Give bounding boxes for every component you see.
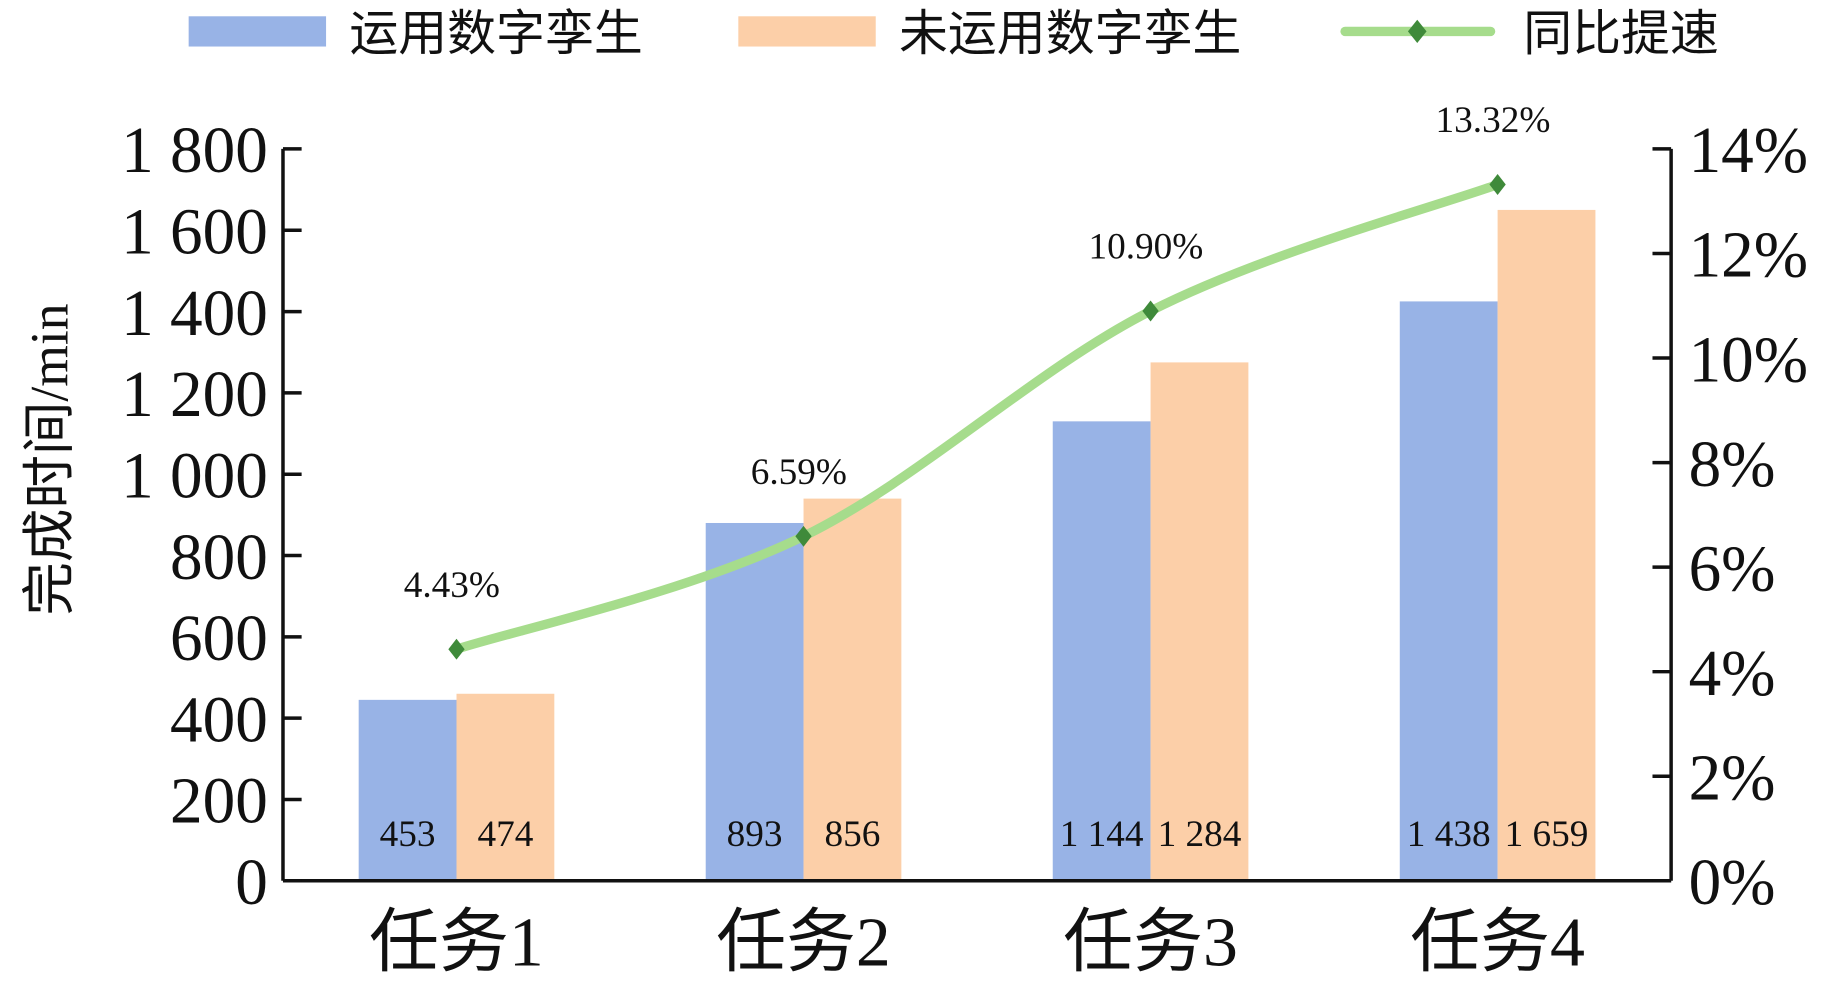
line-data-label: 10.90% [1088, 227, 1203, 268]
legend-swatch-series-1 [188, 16, 327, 47]
line-data-label: 4.43% [404, 565, 500, 606]
y-tick-label-left: 200 [170, 766, 268, 838]
y-tick-label-right: 10% [1689, 324, 1809, 396]
bar-data-label: 1 659 [1505, 814, 1589, 855]
bar-data-label: 1 284 [1158, 814, 1242, 855]
bar-data-label: 1 144 [1060, 814, 1144, 855]
line-marker [1489, 174, 1506, 195]
line-marker [795, 525, 812, 547]
x-tick-label: 任务4 [1410, 905, 1585, 982]
bar-series-1-任务3 [1052, 421, 1151, 881]
y-axis-title: 完成时间/min [20, 304, 80, 616]
y-tick-label-left: 0 [235, 847, 268, 919]
bar-series-1-任务1 [358, 699, 457, 881]
line-series-speedup [451, 179, 1503, 654]
y-tick-label-right: 12% [1689, 220, 1809, 292]
line-marker [448, 638, 465, 660]
bar-data-label: 1 438 [1407, 814, 1491, 855]
x-tick-label: 任务3 [1063, 905, 1238, 982]
legend: 运用数字孪生 未运用数字孪生 同比提速 [188, 6, 1719, 61]
y-tick-label-right: 8% [1689, 429, 1776, 501]
legend-marker-series-3 [1407, 19, 1427, 44]
y-tick-label-left: 1 600 [121, 197, 268, 269]
x-tick-label: 任务1 [369, 905, 544, 982]
bar-series-2-任务4 [1497, 209, 1596, 881]
line-data-label: 6.59% [751, 452, 847, 493]
legend-label-series-1: 运用数字孪生 [349, 6, 642, 61]
bar-series-1-任务4 [1399, 301, 1498, 881]
y-tick-label-right: 6% [1689, 533, 1776, 605]
line-marker [1142, 300, 1159, 322]
y-tick-label-left: 1 800 [121, 115, 268, 187]
bar-data-label: 453 [380, 814, 436, 855]
x-tick-label: 任务2 [716, 905, 891, 982]
bar-data-label: 856 [825, 814, 881, 855]
legend-label-series-3: 同比提速 [1523, 6, 1719, 61]
y-tick-label-right: 0% [1689, 847, 1776, 919]
y-tick-label-right: 4% [1689, 638, 1776, 710]
y-tick-label-right: 2% [1689, 743, 1776, 815]
y-tick-label-left: 400 [170, 684, 268, 756]
bar-series-2-任务1 [456, 693, 555, 881]
bar-data-label: 474 [477, 814, 533, 855]
bar-series-1-任务2 [705, 522, 804, 881]
y-tick-label-left: 800 [170, 522, 268, 594]
legend-swatch-series-2 [738, 16, 876, 47]
y-tick-label-right: 14% [1689, 115, 1809, 187]
y-tick-label-left: 1 000 [121, 440, 268, 512]
y-tick-label-left: 600 [170, 603, 268, 675]
line-data-label: 13.32% [1436, 100, 1551, 141]
bar-series-2-任务3 [1150, 362, 1249, 881]
bar-data-label: 893 [727, 814, 783, 855]
y-tick-label-left: 1 200 [121, 359, 268, 431]
legend-label-series-2: 未运用数字孪生 [899, 6, 1241, 61]
bar-series-2-任务2 [803, 498, 902, 881]
y-tick-label-left: 1 400 [121, 278, 268, 350]
